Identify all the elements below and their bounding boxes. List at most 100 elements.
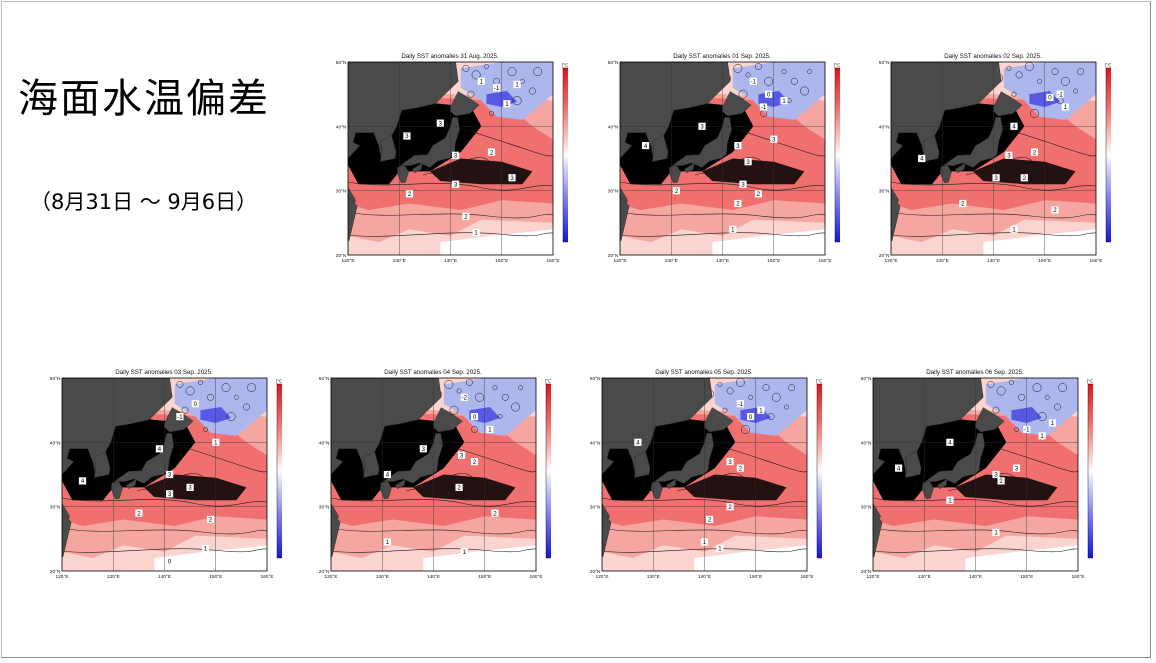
land-mass (650, 481, 663, 500)
sst-anomaly-map: Daily SST anomalies 06 Sep. 2025.4433221… (861, 369, 1093, 578)
y-tick-label: 20°N (336, 253, 347, 259)
contour-loop (1051, 68, 1059, 76)
colorbar (562, 67, 568, 243)
contour-label: 2 (736, 202, 740, 208)
contour-label-bg (470, 458, 479, 466)
contour-loop (533, 67, 543, 77)
sst-anomaly-map: Daily SST anomalies 04 Sep. 2025. 4 3 3 2 2 2 1… (319, 369, 551, 578)
contour-label-bg (747, 413, 755, 421)
contour-label-bg (207, 515, 215, 524)
land-mass (905, 451, 922, 478)
contour-line (602, 527, 807, 535)
land-mass (936, 478, 948, 489)
y-tick-label: 50°N (50, 376, 61, 382)
contour-loop (465, 379, 473, 386)
contour-loop (987, 380, 995, 388)
contour-label: 0 (194, 402, 198, 408)
contour-label: 3 (188, 486, 192, 492)
contour-label-bg (155, 445, 163, 453)
contour-loop (745, 72, 751, 78)
contour-line (620, 232, 825, 237)
contour-loop (181, 406, 189, 414)
x-tick-label: 150°E (749, 574, 762, 578)
contour-loop (226, 412, 236, 422)
contour-label-bg (918, 154, 926, 163)
contour-label-bg (672, 187, 680, 195)
contour-loop (1037, 78, 1043, 84)
contour-label-bg (166, 490, 174, 498)
y-tick-label: 50°N (319, 376, 330, 382)
contour-loop (243, 403, 250, 411)
contour-label-bg (946, 438, 954, 446)
colorbar (1105, 67, 1111, 243)
contour-label: 4 (1012, 125, 1016, 131)
x-tick-label: 130°E (936, 258, 949, 262)
contour-label-bg (462, 212, 470, 220)
contour-line (620, 181, 825, 191)
y-tick-label: 30°N (879, 189, 890, 195)
sst-anomaly-map: Daily SST anomalies 05 Sep. 2025. 4 3 2 2 2 1 1… (590, 369, 822, 578)
y-tick-label: 40°N (590, 440, 601, 446)
x-tick-label: 120°E (866, 574, 879, 578)
contour-loop (722, 407, 728, 413)
contour-loop (529, 87, 536, 95)
sst-anomaly-map: Daily SST anomalies 02 Sep. 2025. 4 4 3 2 3 2 2… (879, 53, 1111, 262)
contour-label: 3 (746, 160, 750, 166)
contour-label: 1 (703, 540, 707, 546)
contour-label-bg (486, 425, 494, 434)
contour-label: -1 (738, 402, 744, 408)
y-tick-label: 40°N (879, 124, 890, 130)
contour-label-bg (706, 515, 714, 524)
contour-loop (471, 70, 481, 80)
contour-label-bg (503, 100, 511, 108)
land-mass (634, 451, 651, 478)
contour-loop (176, 380, 184, 388)
contour-label: 4 (158, 447, 162, 453)
contour-loop (475, 392, 485, 402)
contour-label: 3 (454, 154, 458, 160)
colorbar (545, 383, 551, 559)
map-title: Daily SST anomalies 03 Sep. 2025. (115, 369, 213, 376)
map-frame (601, 377, 808, 572)
contour-label: 2 (757, 192, 761, 198)
y-tick-label: 20°N (608, 253, 619, 259)
contour-label: 3 (994, 473, 998, 479)
contour-label-bg (749, 77, 757, 85)
contour-label-bg (698, 122, 706, 130)
anomaly-cool-area (460, 62, 553, 120)
contour-label-bg (477, 77, 485, 85)
sst-anomaly-map: Daily SST anomalies 03 Sep. 2025. 4 4 3 3 3 2 2… (50, 369, 282, 578)
contour-label-bg (419, 445, 427, 453)
land-mass (396, 165, 409, 184)
contour-loop (748, 394, 754, 400)
contour-label-bg (726, 458, 734, 466)
contour-loop (790, 77, 798, 85)
y-tick-label: 50°N (608, 60, 619, 66)
sst-map-sep05: Daily SST anomalies 05 Sep. 2025. 4 3 2 2 2 1 1… (582, 366, 822, 578)
x-tick-label: 150°E (209, 574, 222, 578)
y-tick-label: 30°N (319, 505, 330, 511)
contour-loop (444, 379, 454, 389)
contour-label: 2 (675, 189, 679, 195)
x-tick-label: 160°E (260, 574, 273, 578)
contour-label: -2 (462, 396, 468, 402)
land-mass (975, 407, 1005, 433)
contour-label-bg (383, 538, 391, 546)
contour-label-bg (201, 544, 210, 553)
contour-label: 0 (1048, 96, 1052, 102)
land-mass (110, 481, 123, 500)
contour-label-bg (493, 84, 501, 92)
contour-label: 2 (739, 466, 743, 472)
contour-loop (1011, 91, 1017, 97)
contour-label: 1 (718, 547, 722, 553)
contour-label-bg (405, 190, 414, 198)
contour-loop (992, 406, 1000, 414)
contour-line (602, 548, 807, 553)
contour-loop (771, 392, 781, 402)
contour-label-bg (135, 509, 143, 517)
contour-loop (1015, 71, 1023, 79)
contour-label: 1 (759, 408, 763, 414)
land-mass (125, 478, 137, 489)
map-frame (890, 61, 1097, 256)
contour-loop (754, 63, 762, 70)
